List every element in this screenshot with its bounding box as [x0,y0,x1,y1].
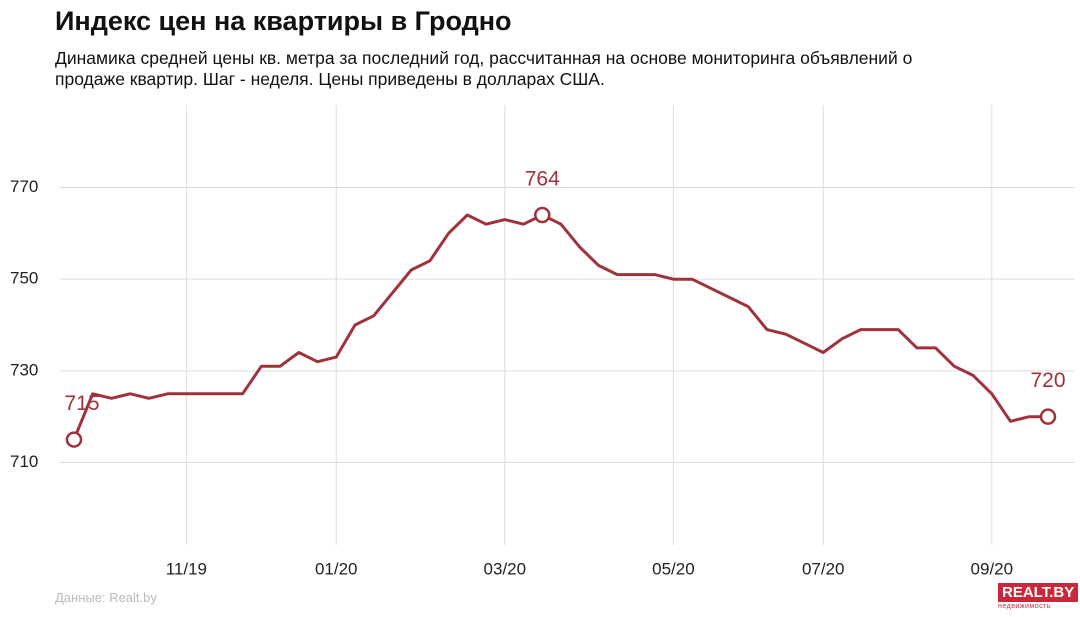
logo-subtitle: недвижимость [998,603,1051,610]
chart-title: Индекс цен на квартиры в Гродно [55,6,512,36]
x-tick-label: 05/20 [652,559,695,578]
highlight-point [1039,408,1057,425]
y-tick-label: 750 [10,269,38,288]
chart-subtitle: Динамика средней цены кв. метра за после… [55,48,913,89]
x-tick-label: 03/20 [484,559,527,578]
highlight-point [534,206,551,224]
x-tick-label: 09/20 [971,559,1014,578]
y-tick-label: 770 [10,177,38,196]
data-line [72,213,1048,441]
data-label: 715 [64,392,99,415]
logo: REALT.BY [998,583,1079,602]
y-tick-label: 710 [10,452,38,471]
source-note: Данные: Realt.by [55,590,157,605]
highlight-point [65,431,83,448]
data-label: 720 [1030,369,1065,392]
y-tick-label: 730 [10,360,38,379]
x-tick-label: 01/20 [315,559,358,578]
x-tick-label: 11/19 [166,559,207,578]
data-label: 764 [525,168,560,191]
x-tick-label: 07/20 [802,559,845,578]
